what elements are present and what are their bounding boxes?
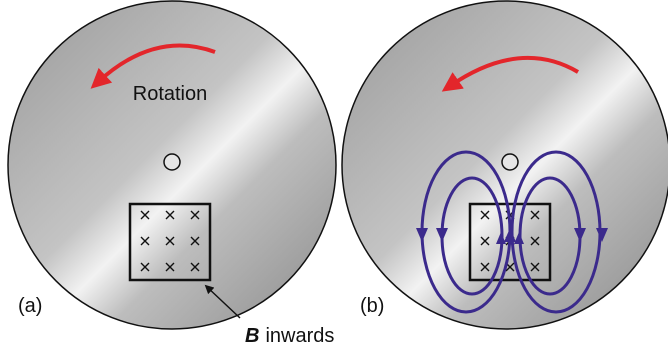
field-text: inwards — [265, 325, 334, 347]
axle-hole — [164, 154, 180, 170]
panel-label: (b) — [360, 295, 384, 317]
panel-label: (a) — [18, 295, 42, 317]
axle-hole — [502, 154, 518, 170]
panel-b: (b) — [342, 1, 668, 329]
rotation-label: Rotation — [133, 83, 208, 105]
eddy-current-diagram: Rotation (a) Binwards (b) — [0, 0, 668, 349]
field-symbol: B — [245, 325, 259, 347]
